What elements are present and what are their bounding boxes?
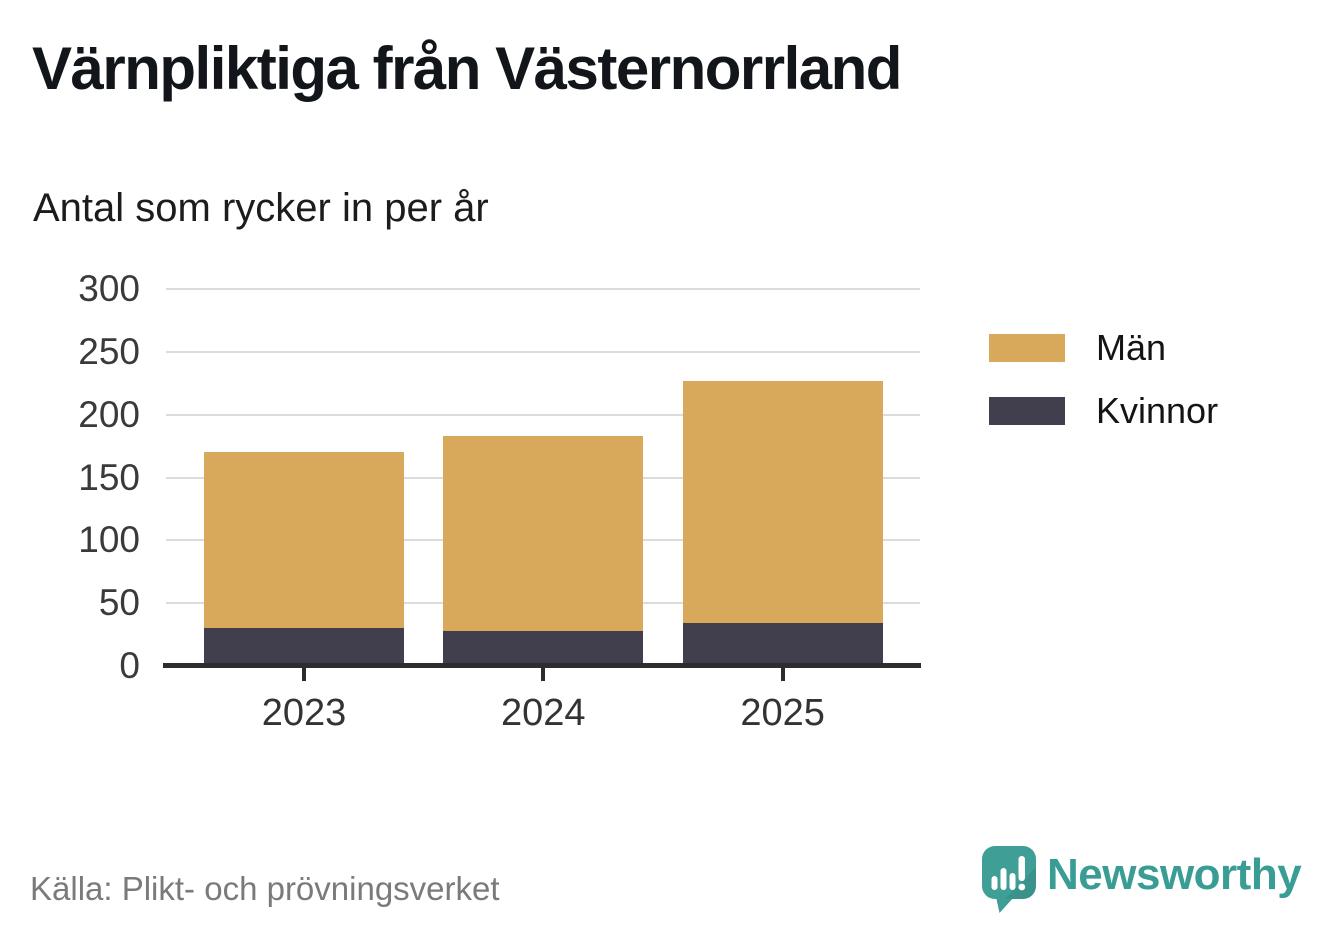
legend-label-women: Kvinnor [1096,390,1219,431]
chart-subtitle: Antal som rycker in per år [33,186,489,230]
x-axis-tick [541,667,546,681]
x-axis-tick [780,667,785,681]
bar-segment-man-2023 [204,452,404,629]
bar-segment-man-2024 [443,436,644,631]
y-axis-tick-label: 100 [78,519,140,561]
gridline [166,413,920,416]
x-axis-tick [302,667,306,681]
legend-item-men: Män [989,330,1218,366]
legend-item-women: Kvinnor [989,393,1218,429]
x-axis-label-2025: 2025 [740,692,825,734]
legend-swatch-men [989,334,1065,362]
newsworthy-wordmark: Newsworthy [1047,849,1302,899]
page-title: Värnpliktiga från Västernorrland [32,35,902,102]
source-text: Källa: Plikt- och prövningsverket [30,870,500,907]
bar-segment-man-2025 [682,380,883,624]
y-axis-tick-label: 50 [98,582,140,624]
x-axis-label-2023: 2023 [261,692,347,734]
legend: Män Kvinnor [989,330,1218,429]
bar-segment-kvinnor-2025 [682,623,883,667]
y-axis-tick-label: 250 [78,330,140,372]
legend-label-men: Män [1096,327,1167,368]
y-axis-tick-label: 200 [78,393,140,435]
newsworthy-logo-icon [982,846,1036,913]
x-axis-label-2024: 2024 [501,692,586,734]
y-axis-tick-label: 0 [119,645,140,686]
newsworthy-logo: Newsworthy [980,845,1302,914]
y-axis-tick-label: 300 [78,268,140,309]
gridline [166,288,920,290]
bar-segment-kvinnor-2024 [443,630,644,667]
x-axis-line [163,663,921,668]
y-axis-tick-label: 150 [78,456,140,498]
bar-segment-kvinnor-2023 [204,628,404,667]
legend-swatch-women [989,397,1065,425]
gridline [166,350,920,353]
